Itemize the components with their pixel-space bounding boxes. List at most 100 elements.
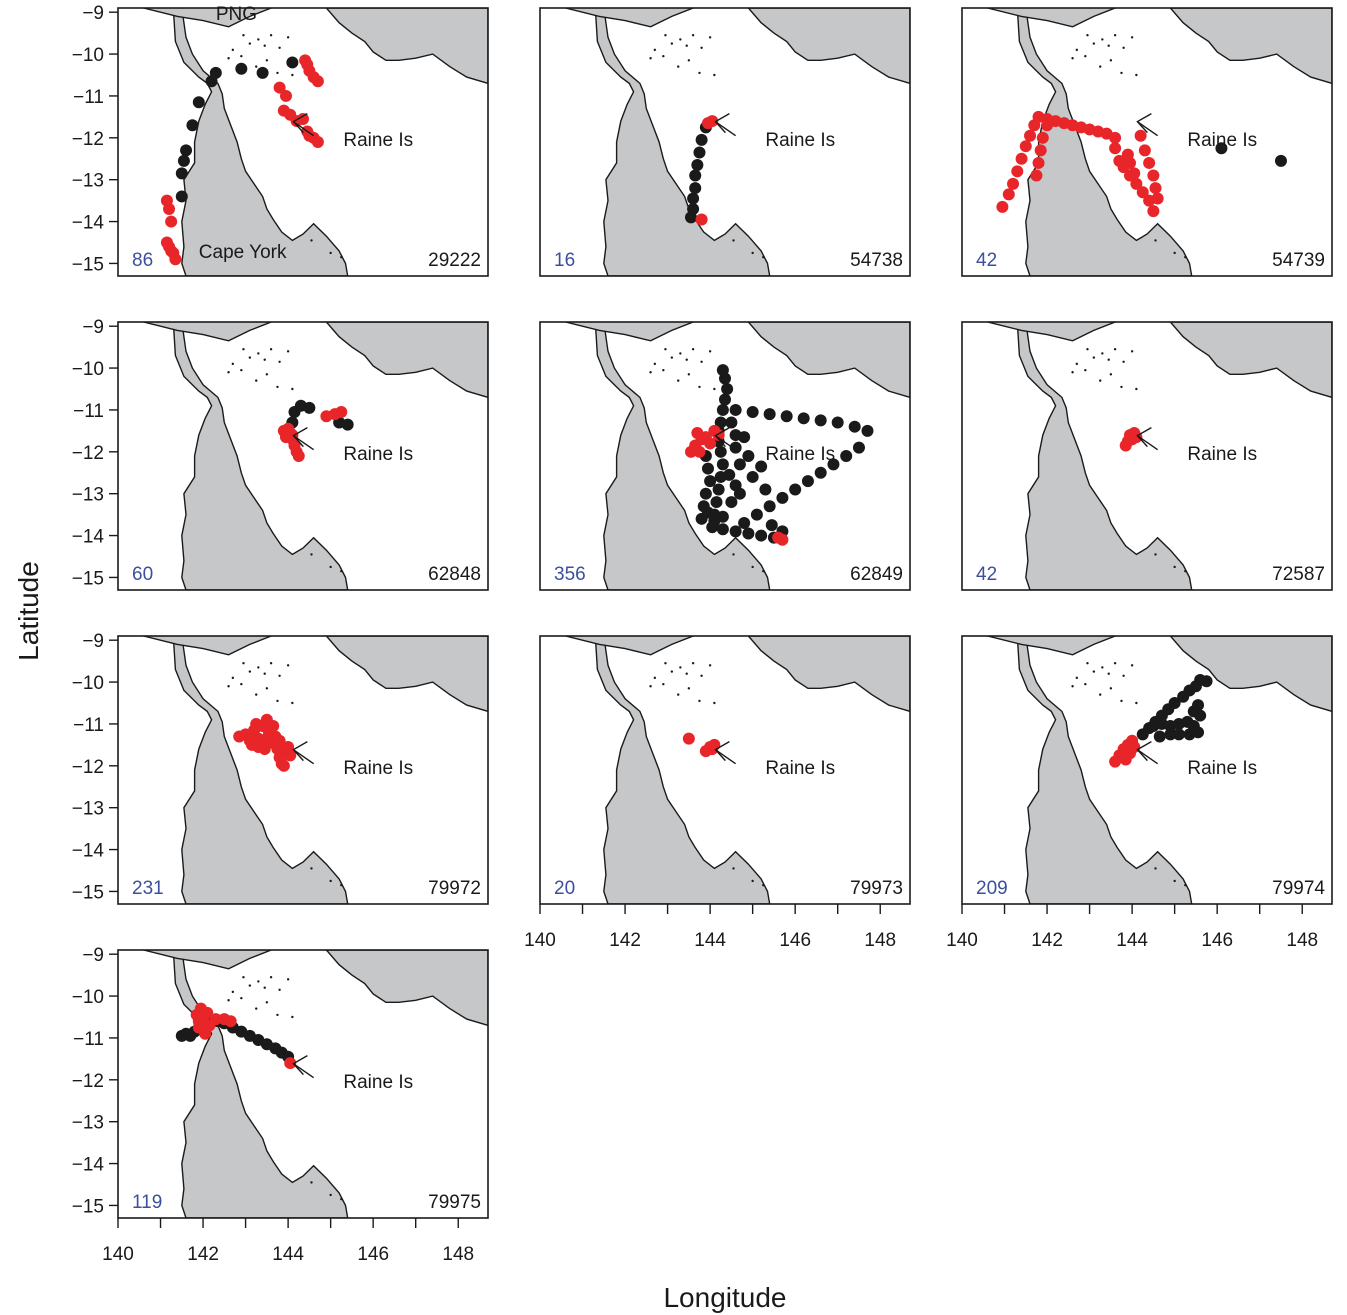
reef-islet (1071, 685, 1074, 688)
tag-id: 79973 (850, 878, 903, 899)
reef-islet (713, 701, 716, 705)
raine-label: Raine Is (1187, 758, 1257, 779)
map-panel: Raine Is 209 79974 140 142 144 146 148 (946, 635, 1333, 951)
png-landmass (1169, 322, 1332, 399)
track-point-red (199, 1027, 212, 1040)
png-landmass (325, 950, 488, 1027)
panel-frame (961, 635, 1333, 905)
track-point-red (311, 136, 324, 148)
raine-arrow (292, 121, 315, 137)
y-tick-label: −11 (73, 715, 104, 736)
track-point-red (165, 215, 178, 228)
reef-islet (1107, 672, 1110, 675)
reef-islet (708, 350, 712, 353)
reef-islet (240, 996, 243, 1000)
track-point-red (201, 1006, 214, 1019)
reef-islet (269, 348, 273, 351)
reef-islet (291, 1015, 294, 1019)
track-point-black (716, 510, 729, 523)
track-point-black (729, 403, 742, 416)
reef-islet (1075, 362, 1079, 366)
reef-islet (1086, 662, 1089, 665)
reef-islet (1173, 251, 1176, 255)
raine-arrow (292, 1063, 315, 1079)
cape-york-landmass (172, 636, 349, 904)
track-point-black (797, 412, 810, 425)
reef-islet (677, 379, 680, 382)
track-point-black (827, 458, 840, 471)
cape-york-landmass (172, 322, 349, 590)
record-count: 356 (554, 564, 586, 585)
reef-islet (329, 879, 332, 883)
x-tick-label: 142 (1031, 930, 1063, 951)
reef-islet (700, 674, 703, 677)
reef-islet (664, 34, 667, 37)
reef-islet (242, 348, 245, 351)
track-point-red (695, 213, 708, 226)
reef-islet (231, 676, 235, 680)
track-point-black (763, 500, 776, 513)
record-count: 231 (132, 878, 164, 899)
track-point-red (279, 89, 292, 102)
track-point-black (729, 441, 742, 454)
y-tick-label: −10 (72, 359, 104, 380)
record-count: 209 (976, 878, 1008, 899)
reef-islet (685, 358, 688, 361)
reef-islet (269, 976, 273, 979)
track-point-red (704, 437, 717, 450)
x-tick-label: 146 (779, 930, 811, 951)
y-tick-label: −14 (72, 1155, 105, 1176)
tag-id: 29222 (428, 250, 481, 271)
track-point-black (704, 475, 717, 488)
reef-islet (265, 687, 269, 690)
raine-arrow (292, 435, 315, 451)
track-point-black (714, 445, 727, 458)
reef-islet (340, 883, 343, 887)
png-landmass (1169, 636, 1332, 713)
reef-islet (248, 42, 252, 45)
reef-islet (1113, 34, 1117, 37)
cape-york-landmass (594, 636, 771, 904)
track-point-red (1138, 144, 1151, 157)
track-point-red (1007, 177, 1020, 190)
reef-islet (248, 670, 252, 673)
y-tick-label: −14 (72, 213, 105, 234)
track-point-black (750, 508, 763, 521)
reef-islet (1113, 348, 1117, 351)
y-tick-label: −11 (73, 1029, 104, 1050)
track-point-black (175, 167, 188, 180)
track-point-black (721, 383, 734, 395)
raine-label: Raine Is (765, 444, 835, 465)
x-tick-label: 146 (1201, 930, 1233, 951)
raine-label: Raine Is (1187, 130, 1257, 151)
png-landmass (747, 636, 910, 713)
map-panel: Raine Is 356 62849 (539, 321, 911, 591)
track-point-black (776, 491, 789, 504)
png-landmass (142, 950, 272, 970)
track-point-red (284, 1057, 297, 1070)
raine-label: Raine Is (343, 1072, 413, 1093)
x-tick-label: 148 (1286, 930, 1318, 951)
y-tick-label: −10 (72, 673, 104, 694)
reef-islet (263, 358, 266, 361)
track-point-red (335, 406, 348, 419)
reef-islet (653, 676, 657, 680)
png-landmass (325, 636, 488, 713)
track-point-black (1172, 728, 1185, 741)
panel-frame (117, 635, 489, 905)
track-point-black (235, 62, 248, 75)
track-point-red (1147, 169, 1160, 182)
reef-islet (649, 371, 652, 374)
x-tick-label: 140 (524, 930, 556, 951)
reef-islet (751, 565, 754, 569)
reef-islet (762, 255, 765, 259)
reef-islet (1173, 879, 1176, 883)
reef-islet (278, 674, 281, 677)
track-point-red (250, 717, 263, 730)
reef-islet (691, 662, 695, 665)
reef-islet (751, 879, 754, 883)
y-tick-label: −9 (82, 3, 104, 24)
reef-islet (685, 672, 688, 675)
reef-islet (700, 46, 703, 49)
map-panel: Raine Is 60 62848 −9 −10 −11 −12 −13 −14 −15 (72, 317, 489, 591)
